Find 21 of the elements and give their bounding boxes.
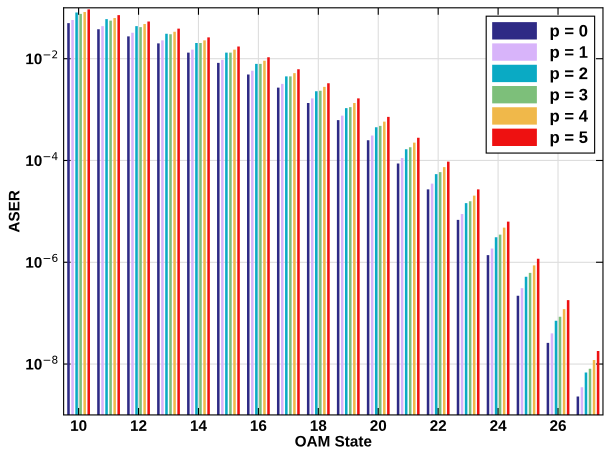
x-tick-label: 12 [131,420,146,431]
x-tick-label: 14 [190,420,207,431]
x-tick-label: 18 [310,420,326,432]
x-tick-label: 26 [550,420,566,432]
legend-label: p = 1 [550,46,588,62]
y-tick-label: 10$^{−6}$ [26,254,58,268]
x-axis-title: OAM State [295,436,372,447]
x-tick-label: 16 [250,420,266,432]
y-tick-label: 10$^{−8}$ [26,356,58,370]
x-tick-label: 22 [430,420,446,431]
legend-label: p = 4 [550,110,588,126]
x-tick-label: 20 [370,420,386,432]
y-tick-label: 10$^{−2}$ [26,50,58,64]
legend-label: p = 0 [550,24,588,40]
x-tick-label: 24 [490,420,507,431]
legend-label: p = 2 [550,67,588,83]
y-tick-label: 10$^{−4}$ [26,152,58,166]
legend-label: p = 3 [550,88,588,104]
y-axis-title: ASER [8,190,20,232]
legend-label: p = 5 [550,131,588,146]
x-tick-label: 10 [71,420,86,432]
